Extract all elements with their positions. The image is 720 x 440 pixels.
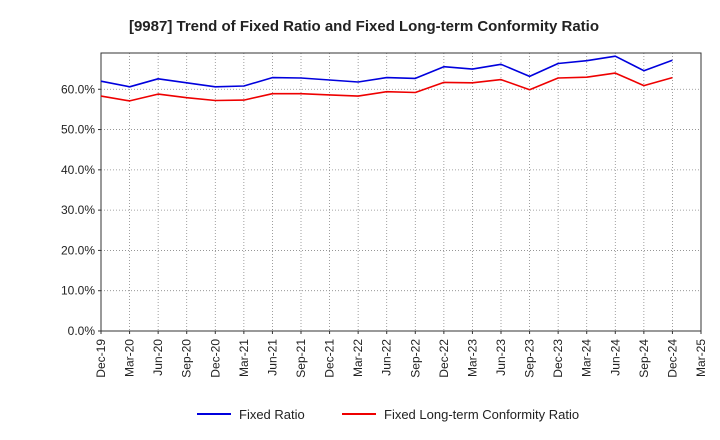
series-line-fixed-ratio xyxy=(100,55,673,88)
x-tick-label: Mar-21 xyxy=(237,339,251,377)
y-tick-label: 30.0% xyxy=(61,203,95,217)
x-tick-label: Dec-23 xyxy=(551,339,565,378)
x-tick-label: Dec-19 xyxy=(94,339,108,378)
x-tick-label: Sep-21 xyxy=(294,339,308,378)
legend: Fixed Ratio Fixed Long-term Conformity R… xyxy=(197,407,579,422)
x-tick-label: Jun-23 xyxy=(494,339,508,376)
x-tick-label: Mar-25 xyxy=(694,339,708,377)
series-layer xyxy=(100,55,673,102)
x-tick-label: Sep-23 xyxy=(523,339,537,378)
y-tick-label: 60.0% xyxy=(61,82,95,96)
legend-label-fixed-long-term-conformity-ratio: Fixed Long-term Conformity Ratio xyxy=(384,407,579,422)
x-tick-label: Sep-24 xyxy=(637,339,651,378)
x-tick-label: Dec-20 xyxy=(208,339,222,378)
plot-area xyxy=(100,52,702,332)
x-tick-label: Sep-20 xyxy=(180,339,194,378)
x-tick-label: Mar-24 xyxy=(580,339,594,377)
series-line-fixed-long-term-conformity-ratio xyxy=(100,72,673,102)
y-tick-label: 20.0% xyxy=(61,243,95,257)
chart-title: [9987] Trend of Fixed Ratio and Fixed Lo… xyxy=(129,18,599,35)
x-tick-label: Dec-21 xyxy=(323,339,337,378)
grid-layer xyxy=(101,53,701,331)
y-tick-label: 40.0% xyxy=(61,163,95,177)
x-tick-label: Jun-20 xyxy=(151,339,165,376)
y-tick-label: 50.0% xyxy=(61,123,95,137)
x-tick-label: Mar-23 xyxy=(465,339,479,377)
y-tick-label: 0.0% xyxy=(68,324,96,338)
y-tick-labels: 0.0% 10.0% 20.0% 30.0% 40.0% 50.0% 60.0% xyxy=(61,82,101,338)
x-tick-label: Jun-21 xyxy=(265,339,279,376)
x-tick-label: Jun-22 xyxy=(380,339,394,376)
y-tick-label: 10.0% xyxy=(61,284,95,298)
legend-label-fixed-ratio: Fixed Ratio xyxy=(239,407,305,422)
x-tick-label: Mar-22 xyxy=(351,339,365,377)
x-tick-label: Dec-22 xyxy=(437,339,451,378)
x-tick-label: Jun-24 xyxy=(608,339,622,376)
x-tick-label: Dec-24 xyxy=(665,339,679,378)
x-tick-labels: Dec-19 Mar-20 Jun-20 Sep-20 Dec-20 Mar-21 Jun-… xyxy=(94,331,708,378)
x-tick-label: Sep-22 xyxy=(408,339,422,378)
x-tick-label: Mar-20 xyxy=(123,339,137,377)
